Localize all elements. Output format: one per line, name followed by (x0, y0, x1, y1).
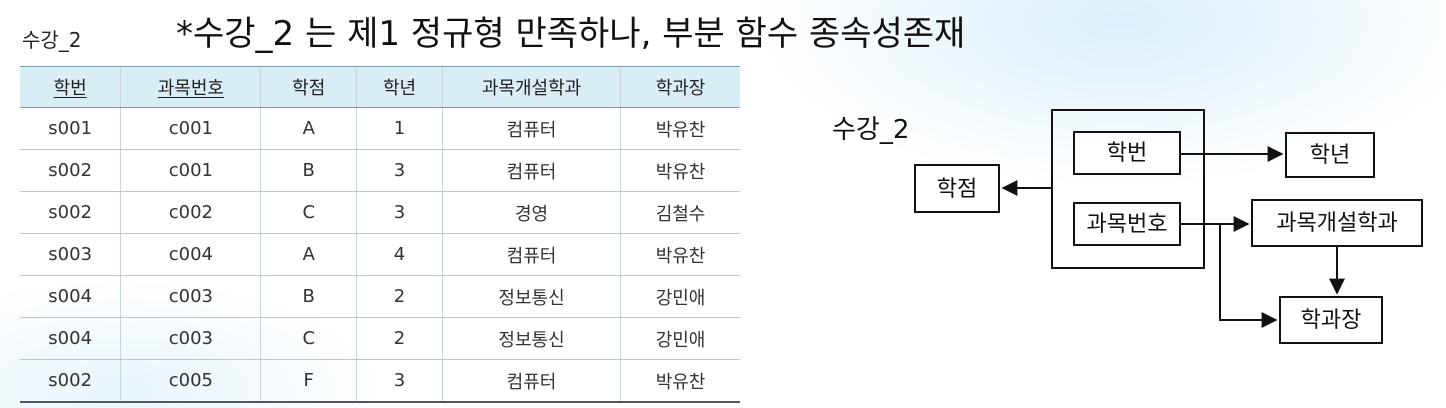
node-year-label: 학년 (1310, 143, 1350, 168)
cell-student-id: s002 (20, 149, 121, 192)
node-grade: 학점 (914, 164, 1000, 213)
cell-year: 3 (356, 359, 443, 403)
cell-course-dept: 정보통신 (441, 275, 621, 318)
table-row: s003 c004 A 4 컴퓨터 박유찬 (20, 233, 740, 276)
cell-course-id: c005 (120, 359, 261, 403)
node-student-id-label: 학번 (1107, 141, 1147, 166)
cell-course-dept: 컴퓨터 (441, 359, 621, 403)
cell-year: 4 (356, 233, 443, 276)
cell-dept-head: 박유찬 (620, 359, 740, 403)
column-header-student-id: 학번 (20, 66, 121, 108)
cell-course-id: c003 (120, 317, 261, 360)
cell-course-id: c003 (120, 275, 261, 318)
cell-course-dept: 컴퓨터 (441, 149, 621, 192)
column-header-course-id: 과목번호 (120, 66, 261, 108)
cell-year: 3 (356, 149, 443, 192)
node-student-id: 학번 (1073, 131, 1181, 175)
cell-grade: C (260, 191, 357, 234)
arrow-course-id-to-dept-head (1219, 224, 1278, 328)
node-year-box (1285, 132, 1375, 178)
node-grade-label: 학점 (937, 177, 977, 202)
cell-grade: A (260, 233, 357, 276)
table-row: s001 c001 A 1 컴퓨터 박유찬 (20, 107, 740, 150)
node-course-id: 과목번호 (1073, 202, 1181, 246)
cell-course-dept: 정보통신 (441, 317, 621, 360)
cell-course-id: c001 (120, 107, 261, 150)
cell-year: 1 (356, 107, 443, 150)
node-year: 학년 (1285, 132, 1375, 178)
cell-dept-head: 박유찬 (620, 233, 740, 276)
cell-year: 2 (356, 275, 443, 318)
node-dept-head-box (1279, 296, 1383, 344)
cell-course-dept: 경영 (441, 191, 621, 234)
table-row: s002 c001 B 3 컴퓨터 박유찬 (20, 149, 740, 192)
cell-year: 2 (356, 317, 443, 360)
node-grade-box (914, 164, 1000, 213)
cell-course-id: c001 (120, 149, 261, 192)
cell-dept-head: 김철수 (620, 191, 740, 234)
cell-grade: F (260, 359, 357, 403)
cell-student-id: s001 (20, 107, 121, 150)
cell-course-dept: 컴퓨터 (441, 233, 621, 276)
node-dept-head: 학과장 (1279, 296, 1383, 344)
node-course-dept: 과목개설학과 (1251, 199, 1423, 247)
functional-dependency-diagram: 수강_2 학번 과목번호 학점 학년 과목개설학과 학과장 (832, 109, 1423, 344)
cell-grade: C (260, 317, 357, 360)
cell-dept-head: 강민애 (620, 275, 740, 318)
node-course-dept-label: 과목개설학과 (1276, 211, 1397, 236)
table-row: s002 c005 F 3 컴퓨터 박유찬 (20, 359, 740, 403)
cell-student-id: s002 (20, 359, 121, 403)
table-row: s004 c003 C 2 정보통신 강민애 (20, 317, 740, 360)
table-header-row: 학번 과목번호 학점 학년 과목개설학과 학과장 (20, 66, 740, 108)
node-course-dept-box (1251, 199, 1423, 247)
cell-student-id: s003 (20, 233, 121, 276)
table-row: s004 c003 B 2 정보통신 강민애 (20, 275, 740, 318)
table-caption: 수강_2 (22, 28, 82, 52)
column-header-year: 학년 (356, 66, 443, 108)
cell-student-id: s004 (20, 275, 121, 318)
column-header-dept-head: 학과장 (620, 66, 740, 108)
node-dept-head-label: 학과장 (1301, 308, 1362, 333)
column-header-course-dept: 과목개설학과 (441, 66, 621, 108)
diagram-title: 수강_2 (832, 115, 909, 145)
relation-table: 학번 과목번호 학점 학년 과목개설학과 학과장 s001 c001 A 1 컴… (20, 66, 740, 403)
cell-dept-head: 박유찬 (620, 107, 740, 150)
table-row: s002 c002 C 3 경영 김철수 (20, 191, 740, 234)
page-headline: *수강_2 는 제1 정규형 만족하나, 부분 함수 종속성존재 (176, 14, 966, 54)
cell-student-id: s004 (20, 317, 121, 360)
cell-dept-head: 박유찬 (620, 149, 740, 192)
cell-student-id: s002 (20, 191, 121, 234)
cell-course-dept: 컴퓨터 (441, 107, 621, 150)
cell-course-id: c004 (120, 233, 261, 276)
cell-year: 3 (356, 191, 443, 234)
column-header-grade: 학점 (260, 66, 357, 108)
cell-grade: B (260, 275, 357, 318)
cell-course-id: c002 (120, 191, 261, 234)
node-student-id-box (1073, 131, 1181, 175)
node-course-id-box (1073, 202, 1181, 246)
cell-grade: A (260, 107, 357, 150)
node-course-id-label: 과목번호 (1087, 212, 1168, 237)
cell-grade: B (260, 149, 357, 192)
cell-dept-head: 강민애 (620, 317, 740, 360)
